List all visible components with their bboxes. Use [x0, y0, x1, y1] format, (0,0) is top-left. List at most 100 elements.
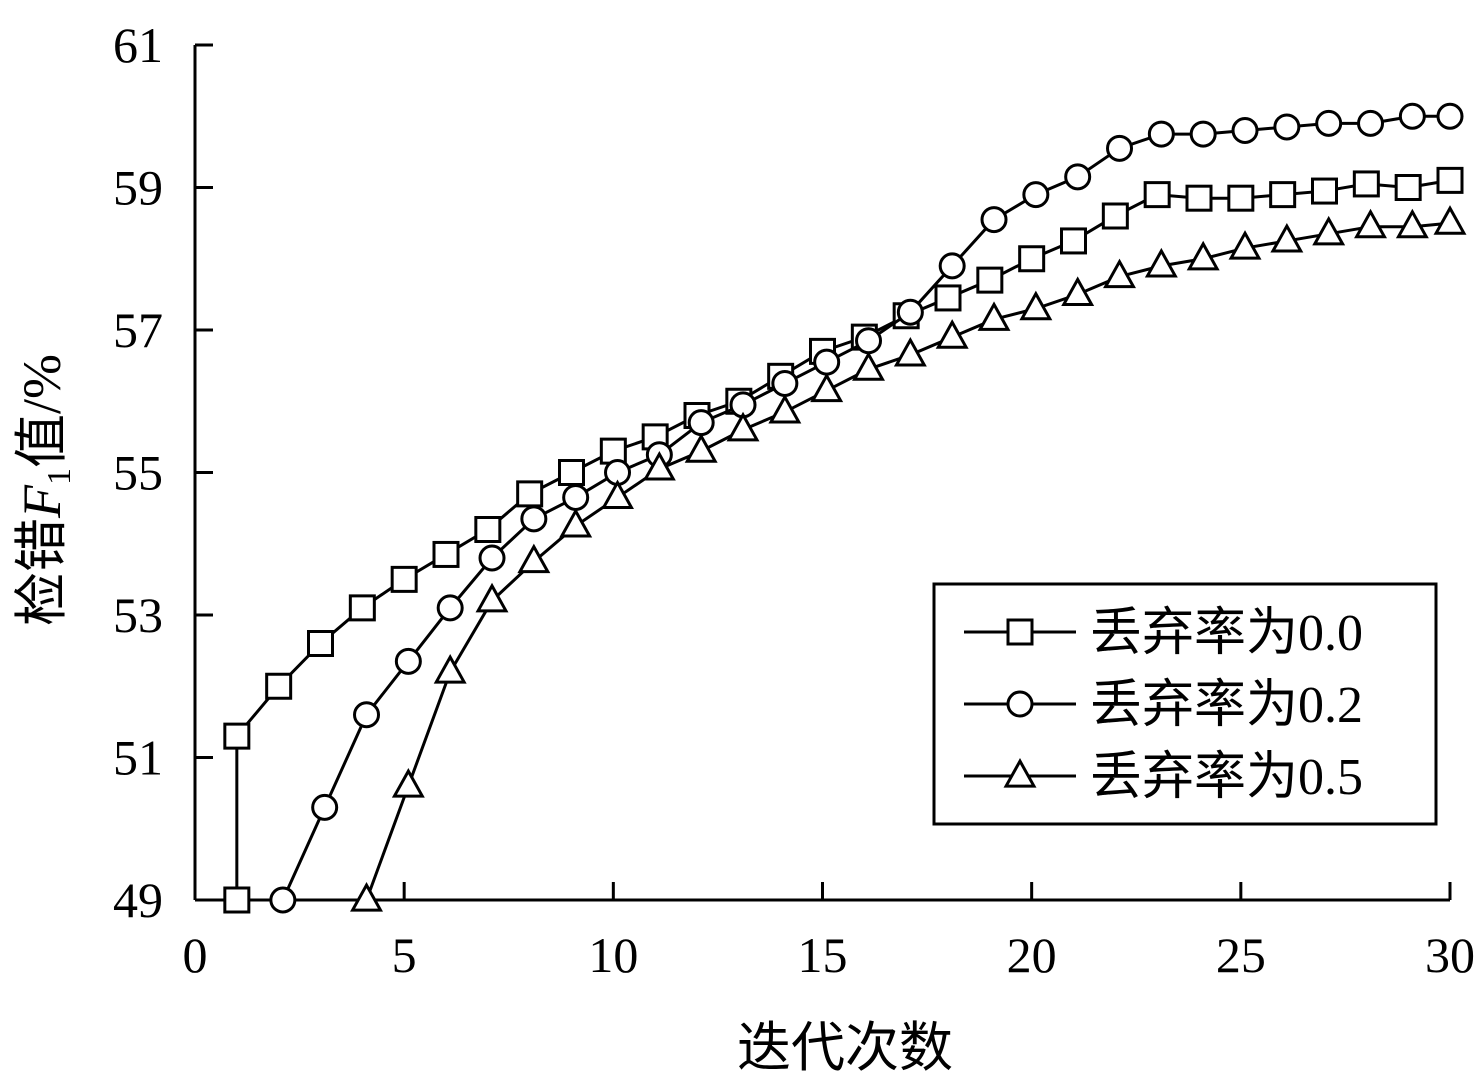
- data-point: [980, 206, 1008, 234]
- data-point: [687, 409, 715, 437]
- data-point: [1147, 120, 1175, 148]
- data-point: [517, 543, 551, 574]
- series-circle: [269, 102, 1464, 914]
- y-tick-label: 57: [113, 302, 163, 358]
- data-point: [934, 284, 962, 312]
- data-point: [768, 393, 802, 424]
- data-point: [896, 298, 924, 326]
- data-point: [223, 886, 251, 914]
- y-tick-label: 59: [113, 160, 163, 216]
- data-point: [1231, 117, 1259, 144]
- data-point: [1186, 240, 1220, 271]
- data-point: [1018, 245, 1046, 273]
- data-point: [855, 327, 883, 355]
- legend-entry: 丢弃率为0.2: [964, 677, 1363, 734]
- data-point: [684, 433, 718, 463]
- data-point: [390, 565, 418, 593]
- data-point: [1189, 120, 1217, 148]
- series-triangle: [350, 205, 1467, 912]
- data-point: [1394, 174, 1422, 201]
- data-point: [1433, 205, 1467, 235]
- x-tick-label: 15: [798, 927, 848, 983]
- data-point: [1101, 202, 1129, 230]
- data-point: [976, 266, 1004, 294]
- data-point: [433, 654, 467, 684]
- data-point: [771, 369, 799, 397]
- data-point: [813, 348, 841, 376]
- data-point: [1227, 184, 1255, 212]
- x-tick-label: 5: [392, 927, 417, 983]
- data-point: [1106, 134, 1134, 162]
- series-layer: [223, 102, 1467, 914]
- legend-marker: [1006, 690, 1034, 718]
- data-point: [1185, 184, 1213, 212]
- x-axis-title: 迭代次数: [737, 1018, 953, 1078]
- data-point: [391, 768, 425, 798]
- x-tick-label: 20: [1007, 927, 1057, 983]
- data-point: [1436, 102, 1464, 130]
- data-point: [601, 479, 634, 510]
- legend-label: 丢弃率为0.5: [1090, 749, 1363, 806]
- data-point: [1064, 163, 1092, 191]
- data-point: [1019, 290, 1053, 321]
- ticks: 49 51 53 55 57 59 61 0 5 10 15 20 25 30: [113, 17, 1475, 983]
- data-point: [265, 672, 293, 700]
- y-tick-label: 49: [113, 872, 163, 928]
- data-point: [223, 722, 251, 750]
- data-point: [1311, 177, 1338, 205]
- y-axis-title: 检错F1值/%: [12, 354, 78, 626]
- data-point: [1315, 109, 1343, 137]
- data-point: [475, 582, 509, 613]
- data-point: [977, 301, 1011, 331]
- data-point: [1143, 181, 1171, 209]
- legend-label: 丢弃率为0.0: [1090, 605, 1363, 662]
- data-point: [1144, 247, 1178, 278]
- x-tick-label: 25: [1216, 927, 1266, 983]
- y-tick-label: 53: [113, 587, 163, 643]
- data-point: [1061, 276, 1095, 306]
- y-axis-title-suffix: 值/%: [12, 354, 72, 468]
- y-axis-title-prefix: 检错: [12, 518, 72, 626]
- data-point: [516, 480, 544, 508]
- data-point: [1354, 208, 1387, 239]
- legend-marker: [1003, 758, 1037, 788]
- data-point: [599, 437, 627, 465]
- legend: 丢弃率为0.0 丢弃率为0.2 丢弃率为0.5: [932, 582, 1438, 826]
- data-point: [353, 701, 381, 729]
- x-tick-label: 10: [588, 927, 638, 983]
- legend-entry: 丢弃率为0.5: [964, 749, 1363, 806]
- data-point: [642, 450, 676, 481]
- y-axis-title-subscript: 1: [41, 468, 78, 485]
- data-point: [1312, 215, 1346, 246]
- data-point: [852, 351, 885, 381]
- data-point: [562, 483, 590, 511]
- data-point: [1269, 181, 1297, 209]
- x-tick-label: 0: [183, 927, 208, 983]
- data-point: [938, 252, 966, 280]
- data-point: [1395, 208, 1429, 239]
- data-point: [1022, 181, 1050, 209]
- data-point: [1357, 109, 1385, 137]
- data-point: [1228, 230, 1262, 260]
- y-tick-label: 51: [113, 730, 163, 786]
- data-point: [559, 507, 593, 538]
- data-point: [893, 336, 927, 367]
- data-point: [1436, 166, 1464, 194]
- data-point: [478, 544, 506, 572]
- data-point: [810, 372, 844, 403]
- data-point: [1352, 170, 1380, 198]
- data-point: [311, 793, 339, 821]
- data-point: [726, 411, 760, 442]
- data-point: [520, 505, 548, 533]
- data-point: [558, 459, 585, 486]
- legend-label: 丢弃率为0.2: [1090, 677, 1363, 734]
- data-point: [436, 594, 464, 622]
- legend-entry: 丢弃率为0.0: [964, 605, 1363, 662]
- data-point: [432, 540, 460, 568]
- y-axis-title-variable: F: [12, 484, 72, 519]
- y-tick-label: 55: [113, 445, 163, 501]
- data-point: [474, 516, 502, 543]
- data-point: [1398, 102, 1426, 130]
- data-point: [935, 319, 969, 349]
- data-point: [1273, 113, 1301, 141]
